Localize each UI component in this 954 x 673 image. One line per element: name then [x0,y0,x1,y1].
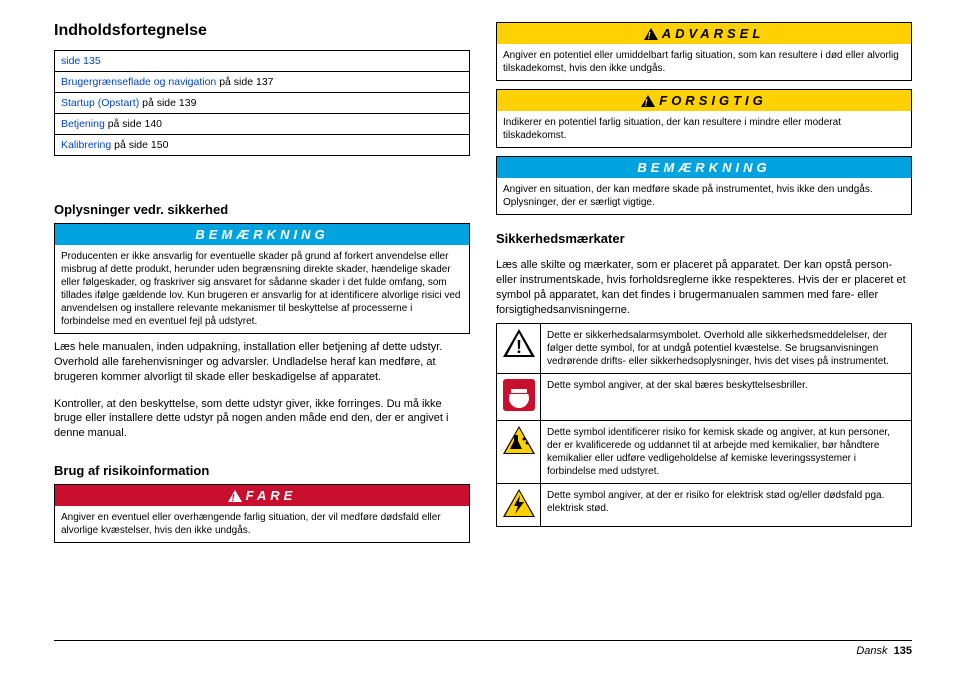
svg-text:!: ! [516,337,522,357]
body-paragraph: Kontroller, at den beskyttelse, som dett… [54,397,470,442]
symbol-text: Dette symbol angiver, at der skal bæres … [541,374,912,421]
notice2-label: BEMÆRKNING [637,160,770,175]
symbols-table: ! Dette er sikkerhedsalarmsymbolet. Overh… [496,323,912,527]
danger-body: Angiver en eventuel eller overhængende f… [54,506,470,543]
symbol-text: Dette symbol angiver, at der er risiko f… [541,484,912,527]
left-column: Indholdsfortegnelse side 135 Brugergrænse… [54,22,470,630]
toc-link[interactable]: Betjening [61,118,105,130]
toc-row: Betjening på side 140 [55,114,470,135]
warning-banner: ! ADVARSEL [496,22,912,44]
danger-banner: ! FARE [54,484,470,506]
toc-link[interactable]: Brugergrænseflade og navigation [61,76,216,88]
safety-heading: Oplysninger vedr. sikkerhed [54,202,470,217]
toc-row: side 135 [55,51,470,72]
warning-body: Angiver en potentiel eller umiddelbart f… [496,44,912,81]
footer-language: Dansk [856,645,887,657]
warning-label: ADVARSEL [662,26,765,41]
symbol-row: ! Dette er sikkerhedsalarmsymbolet. Overh… [497,324,912,374]
alert-icon: ! [228,490,242,502]
toc-link[interactable]: Startup (Opstart) [61,97,139,109]
caution-body: Indikerer en potentiel farlig situation,… [496,111,912,148]
caution-banner: ! FORSIGTIG [496,89,912,111]
toc-link[interactable]: side 135 [61,55,101,67]
danger-label: FARE [246,488,297,503]
risk-heading: Brug af risikoinformation [54,463,470,478]
notice-body: Producenten er ikke ansvarlig for eventu… [54,245,470,334]
svg-text:!: ! [231,493,238,502]
chemical-icon [497,421,541,484]
alert-icon: ! [641,95,655,107]
right-column: ! ADVARSEL Angiver en potentiel eller umi… [496,22,912,630]
toc-heading: Indholdsfortegnelse [54,22,470,40]
toc-table: side 135 Brugergrænseflade og navigation … [54,50,470,156]
symbol-row: Dette symbol identificerer risiko for ke… [497,421,912,484]
labels-intro: Læs alle skilte og mærkater, som er plac… [496,258,912,317]
svg-text:!: ! [647,31,654,40]
alert-icon: ! [644,28,658,40]
caution-label: FORSIGTIG [659,93,767,108]
symbol-text: Dette symbol identificerer risiko for ke… [541,421,912,484]
labels-heading: Sikkerhedsmærkater [496,231,912,246]
toc-row: Kalibrering på side 150 [55,135,470,156]
symbol-row: Dette symbol angiver, at der skal bæres … [497,374,912,421]
shock-icon [497,484,541,527]
notice-banner: BEMÆRKNING [54,223,470,245]
page-footer: Dansk 135 [54,640,912,657]
toc-row: Brugergrænseflade og navigation på side … [55,72,470,93]
toc-link[interactable]: Kalibrering [61,139,111,151]
footer-page-number: 135 [894,645,912,657]
goggles-icon [497,374,541,421]
toc-row: Startup (Opstart) på side 139 [55,93,470,114]
body-paragraph: Læs hele manualen, inden udpakning, inst… [54,340,470,385]
symbol-row: Dette symbol angiver, at der er risiko f… [497,484,912,527]
svg-text:!: ! [645,98,652,107]
alert-icon: ! [497,324,541,374]
notice-label: BEMÆRKNING [195,227,328,242]
notice2-banner: BEMÆRKNING [496,156,912,178]
notice2-body: Angiver en situation, der kan medføre sk… [496,178,912,215]
symbol-text: Dette er sikkerhedsalarmsymbolet. Overho… [541,324,912,374]
